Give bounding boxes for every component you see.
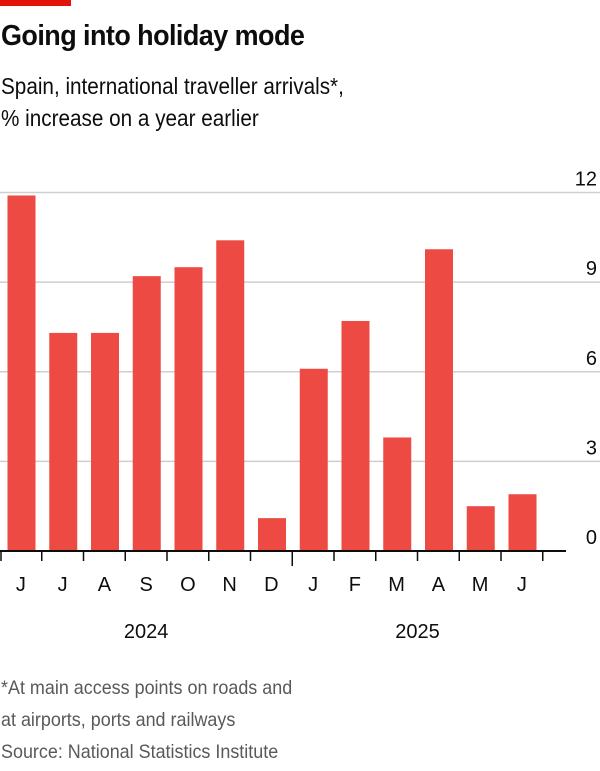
bar <box>7 195 36 552</box>
x-tick-label: J <box>16 574 26 596</box>
bar <box>425 249 453 551</box>
x-tick-label: D <box>264 574 278 596</box>
subtitle-line-1: Spain, international traveller arrivals*… <box>1 73 344 99</box>
year-label: 2025 <box>395 621 440 643</box>
bar <box>341 320 370 551</box>
bars <box>7 195 537 552</box>
footnote-line-1: *At main access points on roads and <box>1 677 293 699</box>
bar <box>132 276 161 551</box>
x-tick-labels: J J A S O N D J F M A M J 2024 2025 <box>16 574 527 643</box>
bar <box>466 506 495 551</box>
y-tick-labels: 0 3 6 9 12 <box>575 169 597 550</box>
x-tick-label: A <box>432 574 446 596</box>
y-tick-label: 0 <box>586 527 597 549</box>
x-tick-label: J <box>58 574 68 596</box>
bar-chart: 0 3 6 9 12 J J A S O N D J F M A M J 2024 2025 <box>0 169 600 643</box>
footnote-line-2: at airports, ports and railways <box>1 709 236 731</box>
subtitle-line-2: % increase on a year earlier <box>1 105 259 131</box>
x-tick-label: S <box>139 574 152 596</box>
chart-title: Going into holiday mode <box>1 20 305 52</box>
bar <box>258 518 286 551</box>
x-tick-label: F <box>349 574 361 596</box>
y-tick-label: 12 <box>575 169 597 191</box>
x-tick-label: A <box>98 574 112 596</box>
accent-bar <box>0 0 71 6</box>
footnote: *At main access points on roads and at a… <box>1 672 292 768</box>
y-tick-label: 9 <box>586 258 597 280</box>
x-tick-label: O <box>180 574 196 596</box>
x-tick-label: N <box>222 574 236 596</box>
x-tick-label: M <box>472 574 489 596</box>
bar <box>91 332 119 551</box>
x-axis <box>0 550 566 566</box>
x-tick-label: J <box>517 574 527 596</box>
bar <box>216 240 245 552</box>
year-label: 2024 <box>124 621 169 643</box>
bar <box>299 368 328 551</box>
bar <box>383 437 412 551</box>
x-tick-label: J <box>308 574 318 596</box>
source-note: Source: National Statistics Institute <box>1 741 279 763</box>
chart-subtitle: Spain, international traveller arrivals*… <box>1 70 344 134</box>
y-tick-label: 3 <box>586 437 597 459</box>
bar <box>508 494 537 551</box>
bar <box>174 267 203 551</box>
x-tick-label: M <box>388 574 405 596</box>
bar <box>49 332 78 551</box>
y-tick-label: 6 <box>586 348 597 370</box>
